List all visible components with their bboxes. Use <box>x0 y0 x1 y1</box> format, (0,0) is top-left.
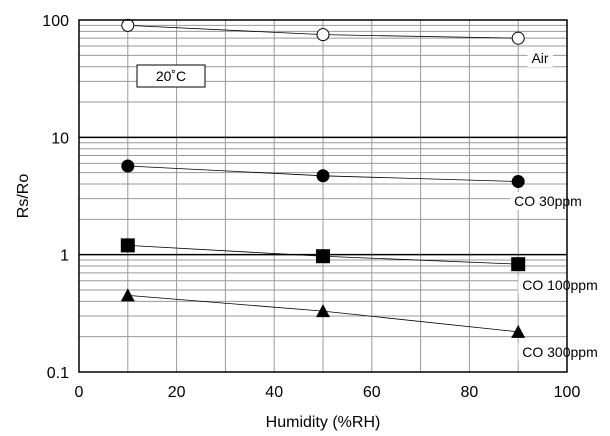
data-point <box>121 159 135 173</box>
data-point <box>121 18 135 32</box>
x-tick-label: 0 <box>75 384 84 401</box>
x-tick-label: 80 <box>461 384 479 401</box>
x-tick-label: 60 <box>363 384 381 401</box>
series-label: CO 30ppm <box>514 193 582 209</box>
y-axis-title: Rs/Ro <box>15 174 32 219</box>
series-3: CO 100ppm <box>120 238 602 294</box>
series-1: Air <box>121 18 553 67</box>
y-tick-label: 1 <box>60 248 69 265</box>
series-label: CO 100ppm <box>522 277 597 293</box>
series-label: Air <box>531 50 548 66</box>
x-tick-label: 100 <box>554 384 581 401</box>
data-point <box>316 249 330 264</box>
y-tick-label: 10 <box>51 130 69 147</box>
annotation-text: 20˚C <box>156 68 186 84</box>
x-tick-label: 40 <box>265 384 283 401</box>
data-point <box>511 31 525 45</box>
data-point <box>316 304 330 318</box>
data-point <box>511 324 526 338</box>
series-label-background <box>527 49 553 67</box>
series-group: Air CO 30ppm CO 100ppm CO 300ppm <box>120 18 602 361</box>
plot-frame <box>78 19 568 373</box>
y-tick-label: 100 <box>42 13 69 30</box>
data-point <box>120 238 135 253</box>
data-point <box>316 169 330 183</box>
data-point <box>316 28 330 42</box>
y-tick-label: 0.1 <box>47 365 69 382</box>
series-label-background <box>518 276 602 294</box>
series-label: CO 300ppm <box>522 344 597 360</box>
series-label-background <box>518 343 602 361</box>
data-point <box>511 175 525 189</box>
annotation-box <box>136 64 206 88</box>
x-axis-title: Humidity (%RH) <box>266 414 381 431</box>
series-4: CO 300ppm <box>120 288 602 361</box>
data-point <box>511 257 526 272</box>
tick-labels: 0 20 40 60 80 100 0.1 1 10 100 <box>42 13 580 401</box>
x-tick-label: 20 <box>168 384 186 401</box>
data-point <box>120 288 135 302</box>
series-2: CO 30ppm <box>121 159 586 210</box>
grid <box>79 20 567 372</box>
annotation-group: 20˚C <box>136 64 206 88</box>
